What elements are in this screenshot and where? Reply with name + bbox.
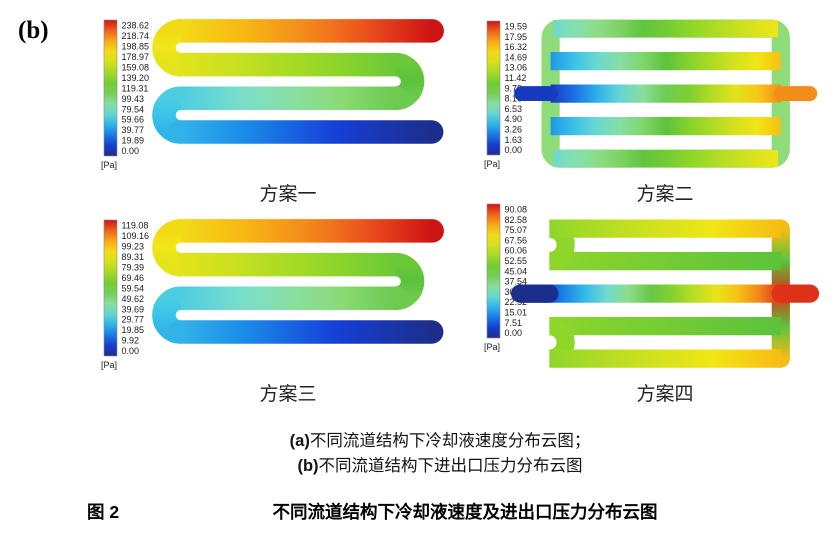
- svg-text:79.54: 79.54: [122, 104, 145, 114]
- svg-text:不同流道结构下冷却液速度及进出口压力分布云图: 不同流道结构下冷却液速度及进出口压力分布云图: [273, 502, 658, 522]
- svg-text:69.46: 69.46: [122, 273, 145, 283]
- svg-text:178.97: 178.97: [122, 52, 150, 62]
- svg-text:19.59: 19.59: [505, 22, 528, 32]
- svg-text:(a)不同流道结构下冷却液速度分布云图；: (a)不同流道结构下冷却液速度分布云图；: [290, 431, 591, 450]
- svg-text:4.90: 4.90: [505, 114, 523, 124]
- svg-text:14.69: 14.69: [505, 52, 528, 62]
- svg-text:59.66: 59.66: [122, 115, 145, 125]
- svg-text:119.31: 119.31: [122, 83, 149, 93]
- svg-text:[Pa]: [Pa]: [484, 342, 500, 352]
- svg-text:3.26: 3.26: [505, 125, 523, 135]
- svg-text:119.08: 119.08: [122, 221, 149, 231]
- svg-text:11.42: 11.42: [505, 73, 527, 83]
- svg-text:99.23: 99.23: [122, 242, 145, 252]
- svg-text:82.58: 82.58: [505, 215, 528, 225]
- svg-text:60.06: 60.06: [505, 246, 528, 256]
- svg-text:方案二: 方案二: [636, 183, 693, 205]
- svg-text:89.31: 89.31: [122, 252, 145, 262]
- svg-text:39.69: 39.69: [122, 304, 145, 314]
- svg-text:16.32: 16.32: [505, 42, 528, 52]
- svg-text:29.77: 29.77: [122, 315, 145, 325]
- svg-text:19.85: 19.85: [122, 325, 145, 335]
- svg-text:139.20: 139.20: [122, 73, 150, 83]
- svg-text:6.53: 6.53: [505, 104, 523, 114]
- svg-text:图 2: 图 2: [87, 502, 119, 522]
- svg-text:109.16: 109.16: [122, 231, 150, 241]
- svg-text:159.08: 159.08: [122, 62, 150, 72]
- svg-text:49.62: 49.62: [122, 294, 145, 304]
- svg-text:13.06: 13.06: [505, 63, 528, 73]
- svg-text:方案一: 方案一: [259, 183, 316, 205]
- svg-text:39.77: 39.77: [122, 125, 145, 135]
- svg-text:0.00: 0.00: [122, 346, 140, 356]
- svg-text:[Pa]: [Pa]: [101, 360, 117, 370]
- svg-text:0.00: 0.00: [505, 145, 523, 155]
- svg-text:(b): (b): [18, 17, 49, 44]
- svg-text:218.74: 218.74: [122, 31, 150, 41]
- svg-text:方案三: 方案三: [259, 383, 316, 405]
- svg-text:45.04: 45.04: [505, 266, 528, 276]
- svg-text:9.92: 9.92: [122, 336, 140, 346]
- svg-text:52.55: 52.55: [505, 256, 528, 266]
- svg-text:59.54: 59.54: [122, 283, 145, 293]
- svg-text:99.43: 99.43: [122, 94, 145, 104]
- svg-text:19.89: 19.89: [122, 136, 145, 146]
- svg-text:17.95: 17.95: [505, 32, 528, 42]
- svg-text:15.01: 15.01: [505, 308, 528, 318]
- svg-text:238.62: 238.62: [122, 21, 150, 31]
- svg-text:0.00: 0.00: [505, 328, 523, 338]
- svg-text:(b)不同流道结构下进出口压力分布云图: (b)不同流道结构下进出口压力分布云图: [297, 456, 582, 475]
- svg-text:7.51: 7.51: [505, 318, 523, 328]
- svg-text:67.56: 67.56: [505, 235, 528, 245]
- svg-text:90.08: 90.08: [505, 205, 528, 215]
- svg-text:79.39: 79.39: [122, 262, 145, 272]
- svg-text:1.63: 1.63: [505, 135, 523, 145]
- svg-text:方案四: 方案四: [636, 383, 693, 405]
- svg-text:0.00: 0.00: [122, 146, 140, 156]
- svg-text:75.07: 75.07: [505, 225, 528, 235]
- svg-text:[Pa]: [Pa]: [484, 159, 500, 169]
- svg-text:[Pa]: [Pa]: [101, 160, 117, 170]
- svg-text:198.85: 198.85: [122, 42, 150, 52]
